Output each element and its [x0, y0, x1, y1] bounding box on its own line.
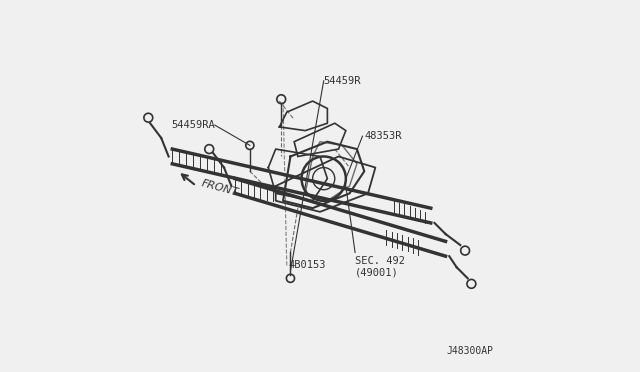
Text: J48300AP: J48300AP: [447, 346, 493, 356]
Text: 54459RA: 54459RA: [171, 120, 215, 130]
Text: FRONT: FRONT: [200, 178, 239, 198]
Text: 4B0153: 4B0153: [289, 260, 326, 270]
Text: SEC. 492
(49001): SEC. 492 (49001): [355, 256, 405, 278]
Text: 54459R: 54459R: [324, 76, 361, 86]
Text: 48353R: 48353R: [364, 131, 402, 141]
